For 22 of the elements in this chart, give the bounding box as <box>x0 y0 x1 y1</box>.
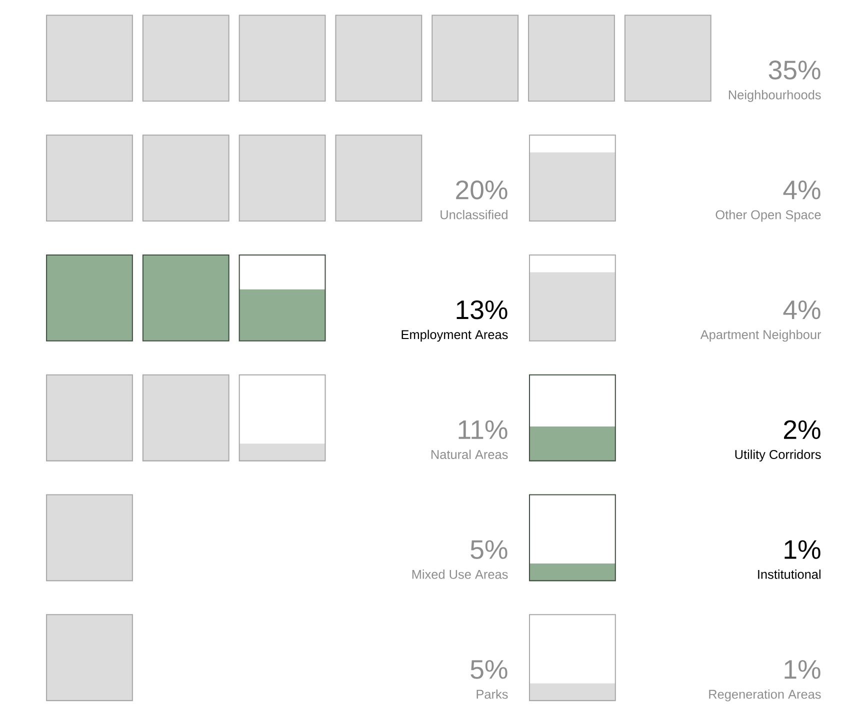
category-label: Mixed Use Areas <box>412 570 508 579</box>
category-label: Apartment Neighbour <box>700 330 822 342</box>
data-label: 1% <box>784 540 820 559</box>
data-label: 11% <box>458 420 508 440</box>
data-label: 20% <box>456 180 508 200</box>
category-label: Neighbourhoods <box>728 90 821 102</box>
data-label: 5% <box>470 540 508 559</box>
category-label: Natural Areas <box>431 450 508 460</box>
data-label: 4% <box>783 180 820 200</box>
category-label: Utility Corridors <box>735 450 821 462</box>
data-label: 4% <box>783 300 820 320</box>
category-label: Other Open Space <box>716 210 821 222</box>
data-label: 5% <box>470 660 508 679</box>
data-label: 35% <box>768 60 820 80</box>
data-label: 13% <box>456 300 508 320</box>
category-label: Regeneration Areas <box>709 689 821 702</box>
data-label: 2% <box>784 420 820 440</box>
data-label: 1% <box>784 660 820 679</box>
category-label: Unclassified <box>440 210 508 220</box>
category-label: Employment Areas <box>402 330 508 342</box>
category-label: Parks <box>476 689 508 699</box>
category-label: Institutional <box>758 570 820 579</box>
